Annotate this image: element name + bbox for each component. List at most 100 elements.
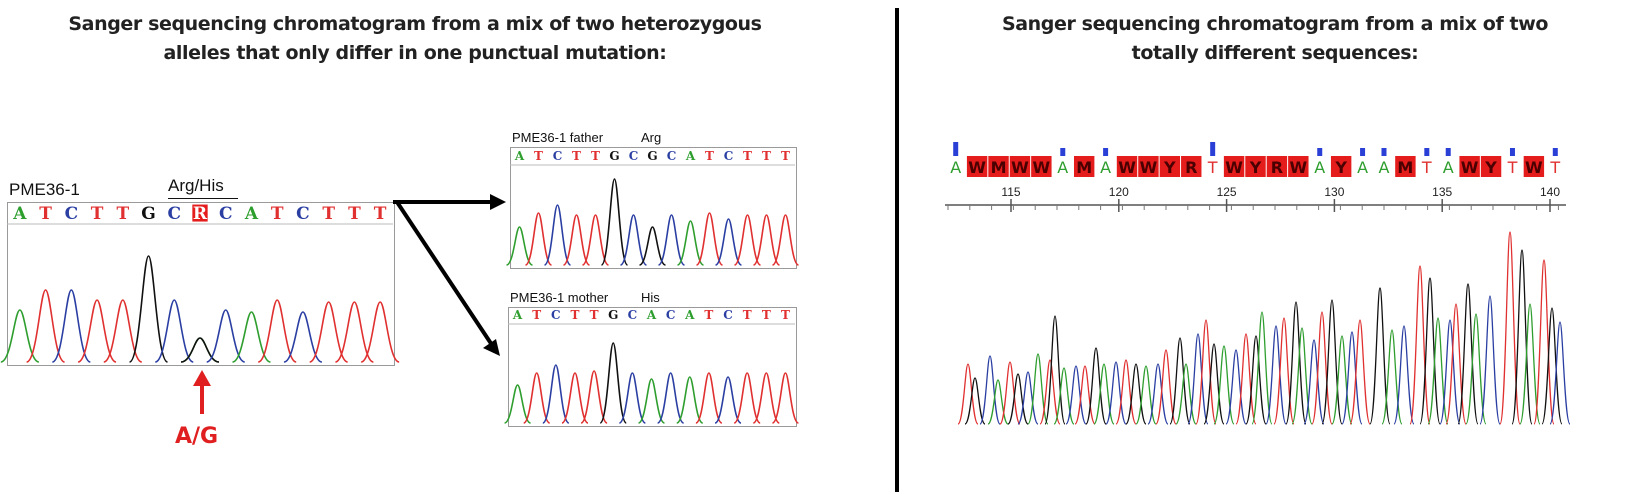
title-right: Sanger sequencing chromatogram from a mi…	[915, 10, 1635, 68]
mother-codon-label: His	[641, 290, 660, 305]
mix-quality-bar-7	[1103, 148, 1109, 156]
mix-base-27: W	[1525, 158, 1543, 177]
sample-base-6: C	[168, 204, 182, 224]
sample-base-3: T	[91, 204, 104, 224]
mix-base-18: Y	[1334, 158, 1347, 177]
mother-chromatogram-box	[508, 307, 797, 427]
mix-peak-44	[1409, 265, 1431, 425]
arrow-to-mother-head	[483, 339, 500, 356]
father-peak-9	[676, 220, 705, 266]
mix-base-28: T	[1549, 158, 1560, 177]
mix-peak-5	[1007, 373, 1029, 425]
title-left-line2: alleles that only differ in one punctual…	[163, 42, 667, 64]
mix-quality-bar-17	[1317, 148, 1323, 156]
mix-base-0: A	[950, 158, 961, 177]
sample-base-12: T	[322, 204, 335, 224]
mix-base-20: A	[1379, 158, 1390, 177]
mix-quality-bar-0	[953, 142, 959, 156]
mix-base-bg-2	[988, 156, 1009, 177]
mother-base-14: T	[781, 308, 790, 322]
mix-quality-bar-19	[1360, 148, 1366, 156]
mix-quality-bar-20	[1381, 148, 1387, 156]
mother-peak-6	[618, 372, 647, 424]
father-codon-label: Arg	[641, 130, 662, 145]
sample-peak-6	[154, 299, 194, 363]
title-right-line1: Sanger sequencing chromatogram from a mi…	[1001, 13, 1549, 35]
mother-peak-0	[504, 384, 531, 424]
sample-peak-8	[206, 309, 246, 363]
mix-peak-10	[1053, 367, 1075, 425]
mix-peak-56	[1541, 307, 1563, 425]
sample-peak-10	[257, 299, 297, 363]
mix-base-bg-14	[1245, 156, 1266, 177]
mother-base-4: T	[590, 308, 599, 322]
mother-base-6: C	[628, 308, 638, 322]
mix-base-4: W	[1033, 158, 1051, 177]
mix-peak-39	[1341, 331, 1363, 425]
father-peak-8	[657, 214, 686, 266]
mix-base-3: W	[1011, 158, 1029, 177]
sample-peak-4	[103, 299, 143, 363]
mutation-arrow-head	[193, 370, 211, 386]
mix-base-bg-8	[1116, 156, 1138, 177]
mix-peak-52	[1499, 231, 1521, 425]
mix-base-bg-13	[1223, 156, 1245, 177]
mix-quality-bar-5	[1060, 148, 1066, 156]
mother-peak-8	[656, 372, 685, 424]
sample-base-9: A	[244, 204, 259, 224]
father-peak-11	[714, 218, 743, 266]
father-peak-12	[733, 214, 762, 266]
mix-peak-35	[1303, 339, 1325, 425]
mix-quality-bar-23	[1445, 148, 1451, 156]
mix-base-9: W	[1140, 158, 1158, 177]
father-peak-2	[543, 204, 572, 266]
father-base-3: T	[572, 149, 581, 163]
mix-base-24: W	[1461, 158, 1479, 177]
father-base-12: T	[743, 149, 752, 163]
mother-base-3: T	[570, 308, 579, 322]
mix-peak-31	[1265, 325, 1287, 425]
mix-peak-29	[1245, 335, 1267, 425]
mix-base-17: A	[1314, 158, 1325, 177]
mother-peak-9	[675, 376, 704, 424]
mother-base-12: T	[743, 308, 752, 322]
title-left-line1: Sanger sequencing chromatogram from a mi…	[68, 13, 762, 35]
father-peak-5	[600, 178, 629, 266]
mix-peak-24	[1195, 319, 1217, 425]
mix-base-19: A	[1357, 158, 1368, 177]
mix-base-bg-16	[1288, 156, 1309, 177]
title-right-line2: totally different sequences:	[1131, 42, 1419, 64]
father-base-8: C	[667, 149, 677, 163]
sample-name: PME36-1	[9, 180, 80, 199]
father-name: PME36-1 father	[512, 130, 604, 145]
mix-peak-22	[1175, 363, 1197, 425]
mix-ruler-label-120: 120	[1109, 185, 1129, 199]
mix-base-bg-10	[1159, 156, 1181, 177]
mix-peak-28	[1235, 333, 1257, 425]
mother-base-7: A	[646, 308, 657, 322]
mix-base-bg-18	[1330, 156, 1352, 177]
mix-peak-6	[1017, 371, 1039, 425]
mix-base-14: Y	[1249, 158, 1262, 177]
mix-peak-0	[957, 363, 979, 425]
father-peak-1	[524, 212, 553, 266]
mix-peak-12	[1074, 365, 1096, 425]
mix-quality-bar-28	[1552, 148, 1558, 156]
mix-peak-17	[1125, 363, 1147, 425]
sample-peak-9	[232, 311, 271, 363]
mix-peak-41	[1369, 287, 1391, 425]
mix-peak-25	[1203, 343, 1225, 425]
father-peak-3	[562, 214, 591, 266]
mix-peak-38	[1331, 335, 1353, 425]
father-base-0: A	[514, 149, 525, 163]
mix-base-6: M	[1076, 158, 1092, 177]
father-base-14: T	[781, 149, 790, 163]
mix-base-bg-4	[1031, 156, 1052, 177]
sample-peak-14	[360, 301, 400, 363]
mix-peak-21	[1169, 337, 1191, 425]
mix-peak-49	[1457, 283, 1479, 425]
mix-peak-55	[1533, 259, 1555, 425]
mix-peak-50	[1465, 313, 1487, 425]
mother-peak-4	[580, 370, 608, 424]
mix-peak-53	[1511, 249, 1533, 425]
